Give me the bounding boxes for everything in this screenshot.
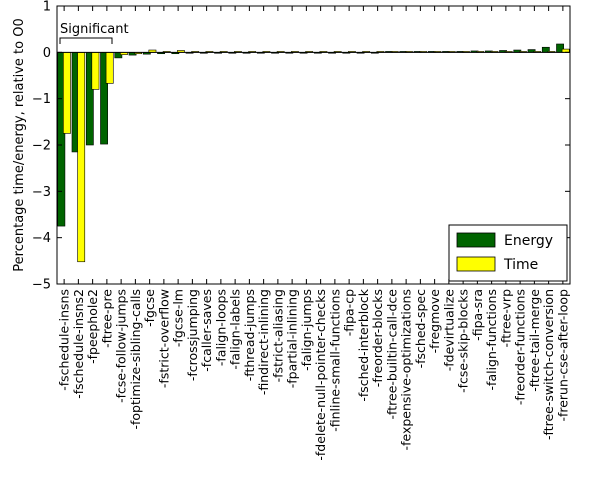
x-tick-label: -ftree-builtin-call-dce [384,289,399,420]
bar-time-3 [105,52,114,84]
x-tick-label: -fcse-skip-blocks [456,289,471,393]
x-axis-ticks: -fschedule-insns -fschedule-insns2 -fpeeph… [57,6,570,461]
x-tick-label: -fcse-follow-jumps [114,289,129,403]
y-axis-ticks: −5 −4 −3 −2 −1 0 1 [32,0,570,293]
x-tick-label: -ftree-pre [99,289,114,348]
y-tick-label: 1 [43,0,51,15]
legend-label-energy: Energy [504,233,553,249]
significant-annotation: Significant [59,22,129,44]
y-tick-label: −1 [32,92,51,107]
x-tick-label: -falign-functions [484,289,499,390]
y-tick-label: −2 [32,139,51,154]
legend-swatch-energy [456,232,496,248]
y-tick-label: −3 [32,185,51,200]
x-tick-label: -fipa-sra [470,289,485,341]
x-tick-label: -fregmove [427,289,442,354]
x-tick-label: -fsched-interblock [356,288,371,401]
x-tick-label: -fgcse-lm [171,289,186,347]
x-tick-label: -fdevirtualize [441,289,456,372]
x-tick-label: -falign-loops [213,289,228,366]
x-tick-label: -fpeephole2 [85,289,100,364]
x-tick-label: -fcaller-saves [199,289,214,372]
y-tick-label: −4 [32,231,51,246]
x-tick-label: -ftree-switch-conversion [541,289,556,440]
x-tick-label: -falign-labels [228,289,243,370]
x-tick-label: -ftree-tail-merge [527,289,542,392]
x-tick-label: -fpartial-inlining [285,289,300,388]
legend-swatch-time [456,256,496,272]
x-tick-label: -fschedule-insns [57,289,72,391]
y-tick-label: 0 [43,46,51,61]
x-tick-label: -findirect-inlining [256,289,271,395]
significant-bracket [59,37,113,44]
x-tick-label: -fschedule-insns2 [71,289,86,399]
x-tick-label: -fdelete-null-pointer-checks [313,289,328,461]
x-tick-label: -frerun-cse-after-loop [555,289,570,422]
significant-label: Significant [60,22,129,37]
bar-time-2 [91,52,100,90]
x-tick-label: -fstrict-overflow [156,289,171,388]
x-tick-label: -freorder-functions [513,289,528,405]
bar-time-0 [63,52,71,134]
y-tick-label: −5 [32,278,51,293]
x-tick-label: -fsched-spec [413,289,428,368]
x-tick-label: -fcrossjumping [185,289,200,381]
x-tick-label: -freorder-blocks [370,289,385,387]
x-tick-label: -fexpensive-optimizations [399,289,414,450]
x-tick-label: -fstrict-aliasing [270,289,285,382]
x-tick-label: -falign-jumps [299,289,314,371]
y-axis-label: Percentage time/energy, relative to O0 [12,18,27,271]
x-tick-label: -ftree-vrp [498,289,513,348]
legend: Energy Time [448,224,568,282]
x-tick-label: -fipa-cp [342,289,357,336]
x-tick-label: -fgcse [142,289,157,327]
bar-time-1 [77,52,86,263]
x-tick-label: -foptimize-sibling-calls [128,289,143,430]
legend-label-time: Time [503,257,538,273]
x-tick-label: -finline-small-functions [327,289,342,432]
x-tick-label: -fthread-jumps [242,289,257,381]
